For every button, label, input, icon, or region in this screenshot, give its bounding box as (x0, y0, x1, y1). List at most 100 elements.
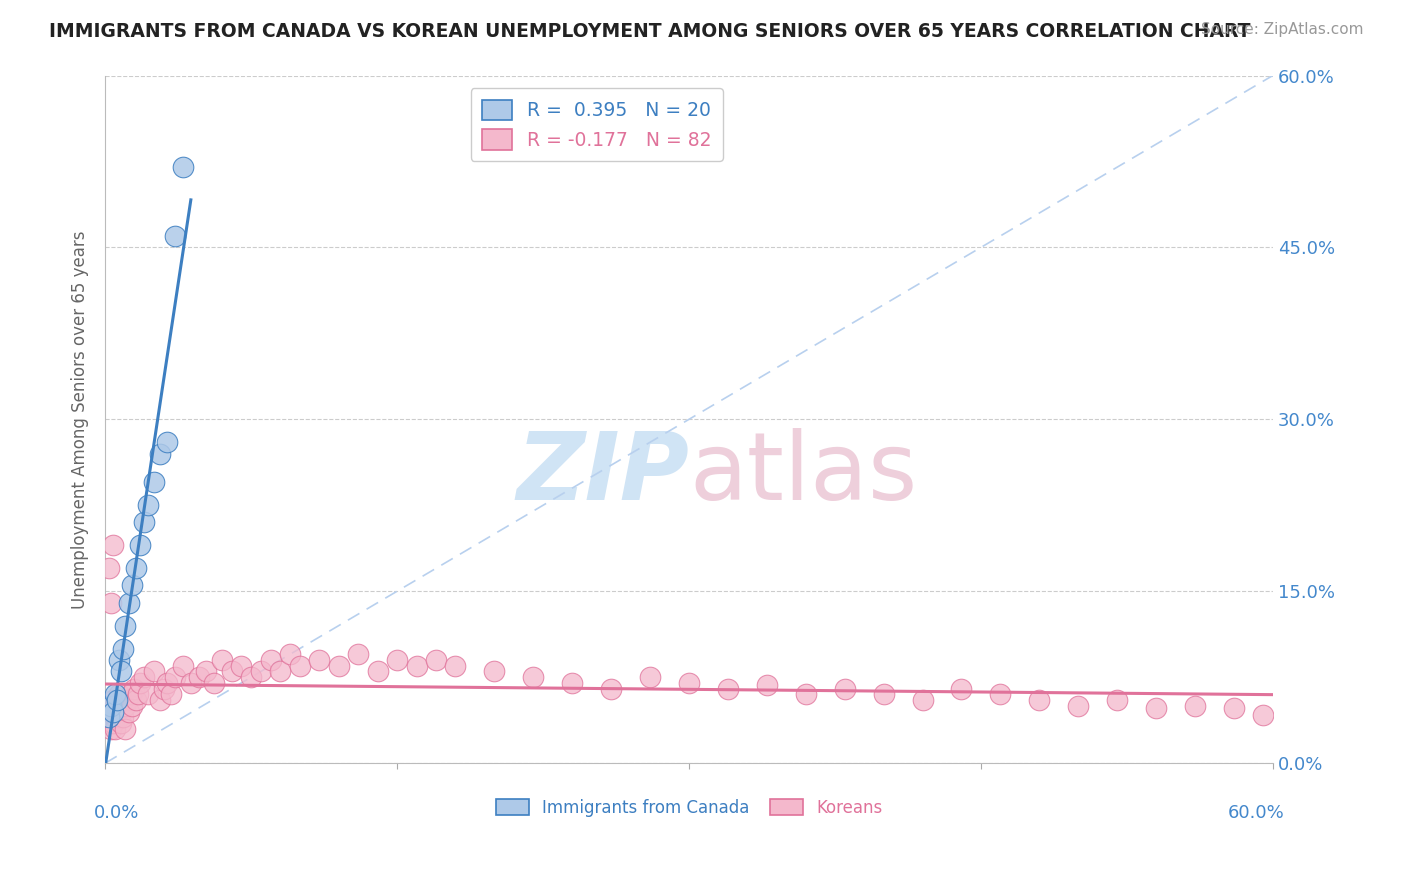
Point (250, 665, 273, 679)
Text: 60.0%: 60.0% (1227, 805, 1285, 822)
Point (1028, 693, 1050, 707)
Text: ZIP: ZIP (516, 428, 689, 520)
Point (100, 596, 122, 610)
Text: Source: ZipAtlas.com: Source: ZipAtlas.com (1201, 22, 1364, 37)
Point (911, 693, 934, 707)
Point (156, 676, 179, 690)
Point (367, 665, 389, 679)
Point (172, 658, 194, 673)
Point (129, 538, 152, 552)
Point (100, 698, 122, 713)
Point (142, 475, 165, 490)
Point (105, 705, 128, 719)
Point (1144, 701, 1167, 715)
Point (104, 710, 127, 724)
Point (101, 538, 124, 552)
Point (288, 658, 311, 673)
Point (211, 653, 233, 667)
Point (100, 722, 122, 736)
Point (104, 687, 127, 701)
Point (124, 681, 146, 696)
Point (98, 716, 121, 731)
Point (444, 658, 467, 673)
Point (834, 681, 856, 696)
Point (638, 670, 661, 684)
Point (187, 670, 209, 684)
Point (308, 653, 330, 667)
Point (202, 676, 225, 690)
Point (600, 681, 623, 696)
Point (114, 722, 136, 736)
Point (110, 665, 132, 679)
Point (195, 665, 218, 679)
Point (142, 665, 165, 679)
Point (114, 618, 136, 632)
Point (221, 665, 243, 679)
Point (149, 693, 172, 707)
Point (328, 658, 350, 673)
Point (114, 698, 136, 713)
Point (121, 578, 143, 592)
Point (1223, 701, 1246, 715)
Point (125, 561, 148, 575)
Point (98, 698, 121, 713)
Point (108, 653, 131, 667)
Point (1184, 698, 1206, 713)
Point (98, 710, 121, 724)
Point (111, 641, 134, 656)
Point (1107, 693, 1129, 707)
Point (104, 722, 127, 736)
Point (347, 647, 370, 661)
Point (160, 687, 183, 701)
Point (101, 716, 124, 731)
Point (172, 160, 194, 174)
Point (522, 670, 544, 684)
Point (100, 705, 122, 719)
Point (134, 516, 156, 530)
Point (110, 716, 132, 731)
Point (149, 447, 172, 461)
Point (136, 498, 159, 512)
Point (101, 693, 124, 707)
Point (950, 681, 973, 696)
Y-axis label: Unemployment Among Seniors over 65 years: Unemployment Among Seniors over 65 years (72, 230, 89, 608)
Point (129, 676, 152, 690)
Point (1067, 698, 1090, 713)
Point (240, 670, 263, 684)
Point (872, 687, 894, 701)
Point (105, 693, 128, 707)
Point (180, 676, 202, 690)
Text: IMMIGRANTS FROM CANADA VS KOREAN UNEMPLOYMENT AMONG SENIORS OVER 65 YEARS CORREL: IMMIGRANTS FROM CANADA VS KOREAN UNEMPLO… (49, 22, 1251, 41)
Point (98, 561, 121, 575)
Point (425, 653, 447, 667)
Point (156, 435, 179, 450)
Point (988, 687, 1011, 701)
Point (108, 687, 131, 701)
Point (278, 647, 301, 661)
Point (165, 229, 187, 244)
Point (117, 705, 139, 719)
Point (101, 705, 124, 719)
Text: atlas: atlas (689, 428, 917, 520)
Point (794, 687, 817, 701)
Point (165, 670, 187, 684)
Point (121, 698, 143, 713)
Point (110, 698, 132, 713)
Point (125, 693, 148, 707)
Point (115, 693, 138, 707)
Point (111, 693, 134, 707)
Point (108, 710, 131, 724)
Point (96, 710, 118, 724)
Point (117, 596, 139, 610)
Point (405, 658, 427, 673)
Point (561, 676, 583, 690)
Point (755, 678, 778, 692)
Point (152, 681, 174, 696)
Point (269, 665, 291, 679)
Point (717, 681, 740, 696)
Point (1251, 708, 1274, 723)
Point (385, 653, 408, 667)
Point (111, 710, 134, 724)
Point (134, 670, 156, 684)
Legend: Immigrants from Canada, Koreans: Immigrants from Canada, Koreans (489, 792, 889, 823)
